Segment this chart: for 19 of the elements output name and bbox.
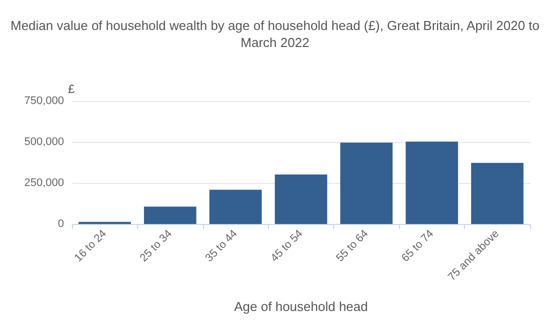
- x-axis-title: Age of household head: [234, 299, 368, 314]
- bar: [209, 190, 262, 224]
- y-tick-label: 250,000: [24, 177, 64, 189]
- x-tick-label: 65 to 74: [400, 228, 436, 264]
- bar: [340, 142, 393, 224]
- x-tick-label: 45 to 54: [268, 228, 306, 264]
- x-tick-label: 35 to 44: [203, 228, 240, 264]
- x-tick-label: 16 to 24: [72, 228, 109, 264]
- chart-title: Median value of household wealth by age of household head (£), Great Britain, April 2020 to March 2022: [10, 18, 540, 50]
- x-tick-label: 55 to 64: [334, 228, 371, 264]
- bar: [144, 206, 196, 224]
- bar: [471, 162, 524, 224]
- x-tick-label: 25 to 34: [138, 228, 174, 264]
- y-axis-title: £: [68, 82, 75, 96]
- y-tick-label: 750,000: [24, 95, 64, 107]
- bar: [274, 174, 328, 224]
- y-tick-label: 500,000: [24, 136, 64, 148]
- y-tick-label: 0: [58, 218, 64, 230]
- bar: [406, 142, 458, 224]
